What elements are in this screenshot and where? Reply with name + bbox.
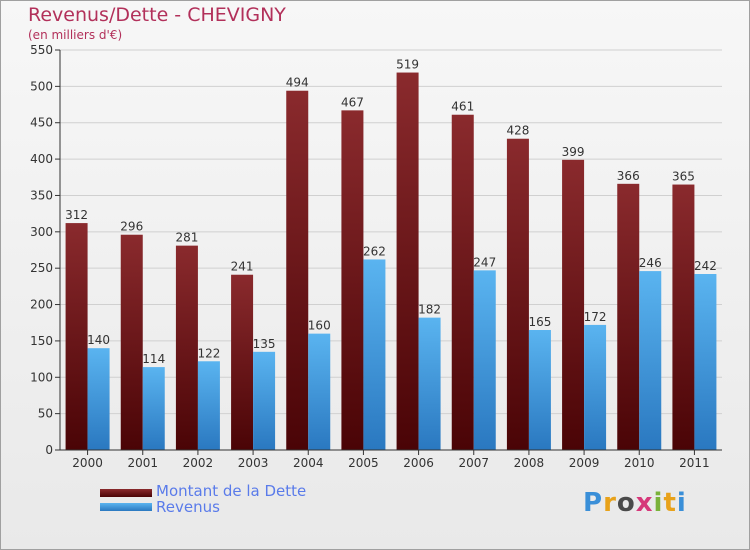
y-tick-label: 150 bbox=[30, 334, 53, 348]
bar-debt bbox=[396, 72, 419, 450]
bar-revenus bbox=[473, 270, 496, 450]
bar-revenus bbox=[694, 274, 717, 450]
bar-debt bbox=[451, 114, 474, 451]
bar-revenus bbox=[142, 367, 165, 450]
bar-revenus bbox=[87, 348, 110, 450]
data-label: 241 bbox=[231, 260, 254, 274]
bar-revenus bbox=[584, 324, 607, 450]
chart-subtitle: (en milliers d'€) bbox=[28, 28, 123, 42]
logo-letter: r bbox=[603, 488, 617, 518]
x-tick-label: 2008 bbox=[514, 456, 545, 470]
logo-letter: o bbox=[616, 488, 636, 518]
y-tick-label: 250 bbox=[30, 261, 53, 275]
bar-revenus bbox=[528, 330, 551, 450]
proxiti-logo: Proxiti bbox=[583, 488, 687, 518]
data-label: 160 bbox=[308, 319, 331, 333]
legend-swatch-debt bbox=[100, 489, 152, 497]
bar-debt bbox=[286, 90, 309, 451]
data-label: 494 bbox=[286, 76, 309, 90]
bar-debt bbox=[506, 138, 529, 450]
data-label: 399 bbox=[562, 145, 585, 159]
logo-letter: t bbox=[663, 488, 677, 518]
data-label: 312 bbox=[65, 208, 88, 222]
data-label: 246 bbox=[639, 256, 662, 270]
data-label: 365 bbox=[672, 170, 695, 184]
y-tick-label: 300 bbox=[30, 225, 53, 239]
data-label: 172 bbox=[584, 310, 607, 324]
data-label: 281 bbox=[175, 231, 198, 245]
bar-revenus bbox=[418, 317, 441, 450]
data-label: 140 bbox=[87, 333, 110, 347]
data-label: 296 bbox=[120, 220, 143, 234]
y-tick-label: 550 bbox=[30, 43, 53, 57]
y-tick-label: 0 bbox=[45, 443, 53, 457]
y-tick-label: 100 bbox=[30, 370, 53, 384]
bar-revenus bbox=[363, 259, 386, 450]
bar-revenus bbox=[308, 333, 331, 450]
y-tick-label: 200 bbox=[30, 298, 53, 312]
y-tick-label: 350 bbox=[30, 188, 53, 202]
data-label: 461 bbox=[451, 100, 474, 114]
bar-debt bbox=[672, 184, 695, 450]
data-label: 135 bbox=[253, 337, 276, 351]
logo-letter: i bbox=[653, 488, 664, 518]
data-label: 122 bbox=[197, 346, 220, 360]
bar-debt bbox=[617, 183, 640, 450]
x-tick-label: 2004 bbox=[293, 456, 324, 470]
data-label: 467 bbox=[341, 95, 364, 109]
y-tick-label: 400 bbox=[30, 152, 53, 166]
data-label: 165 bbox=[528, 315, 551, 329]
data-label: 242 bbox=[694, 259, 717, 273]
logo-letter: x bbox=[635, 488, 654, 518]
bar-debt bbox=[341, 110, 364, 450]
y-tick-label: 450 bbox=[30, 116, 53, 130]
x-tick-label: 2007 bbox=[458, 456, 489, 470]
x-tick-label: 2006 bbox=[403, 456, 434, 470]
x-tick-label: 2000 bbox=[72, 456, 103, 470]
y-tick-label: 500 bbox=[30, 79, 53, 93]
x-tick-label: 2009 bbox=[569, 456, 600, 470]
bar-revenus bbox=[197, 361, 220, 450]
x-tick-label: 2003 bbox=[238, 456, 269, 470]
bar-debt bbox=[175, 245, 198, 450]
x-tick-label: 2002 bbox=[183, 456, 214, 470]
x-tick-label: 2011 bbox=[679, 456, 710, 470]
bar-debt bbox=[120, 234, 143, 450]
bar-debt bbox=[562, 159, 585, 450]
data-label: 247 bbox=[473, 255, 496, 269]
y-tick-label: 50 bbox=[38, 407, 53, 421]
data-label: 366 bbox=[617, 169, 640, 183]
x-tick-label: 2010 bbox=[624, 456, 655, 470]
logo-letter: P bbox=[583, 488, 604, 518]
data-label: 114 bbox=[142, 352, 165, 366]
chart-title: Revenus/Dette - CHEVIGNY bbox=[28, 4, 286, 26]
x-tick-label: 2001 bbox=[127, 456, 158, 470]
bar-debt bbox=[65, 223, 88, 450]
data-label: 262 bbox=[363, 244, 386, 258]
data-label: 182 bbox=[418, 303, 441, 317]
data-label: 428 bbox=[506, 124, 529, 138]
bar-revenus bbox=[253, 351, 276, 450]
legend-label-debt: Montant de la Dette bbox=[156, 482, 307, 500]
bar-revenus bbox=[639, 271, 662, 450]
x-tick-label: 2005 bbox=[348, 456, 379, 470]
logo-letter: i bbox=[676, 488, 687, 518]
legend-swatch-revenus bbox=[100, 503, 152, 511]
bar-debt bbox=[231, 274, 254, 450]
data-label: 519 bbox=[396, 58, 419, 72]
legend-label-revenus: Revenus bbox=[156, 498, 220, 516]
